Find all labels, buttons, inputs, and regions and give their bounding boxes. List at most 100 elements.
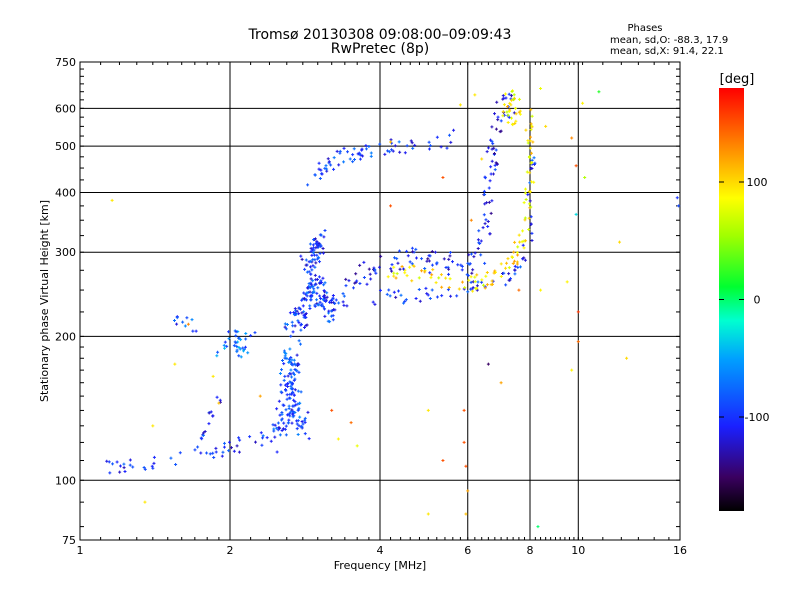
data-point — [405, 249, 409, 253]
data-point — [529, 108, 533, 112]
data-point — [314, 261, 318, 265]
data-point — [317, 275, 321, 279]
data-point — [309, 265, 313, 269]
data-point — [505, 261, 509, 265]
data-point — [507, 272, 511, 276]
data-point — [469, 280, 473, 284]
data-point — [484, 274, 488, 278]
data-point — [355, 279, 359, 283]
data-point — [491, 172, 495, 176]
data-point — [431, 268, 435, 272]
data-point — [289, 372, 293, 376]
data-point — [510, 98, 514, 102]
data-point — [235, 350, 239, 354]
data-points — [105, 87, 681, 529]
data-point — [222, 343, 226, 347]
data-point — [299, 328, 303, 332]
data-point — [346, 150, 350, 154]
data-point — [488, 179, 492, 183]
data-point — [221, 450, 225, 454]
data-point — [528, 146, 532, 150]
data-point — [295, 427, 299, 431]
data-point — [440, 285, 444, 289]
data-point — [473, 93, 477, 97]
phase-stats-x: mean, sd,X: 91.4, 22.1 — [610, 46, 724, 57]
phase-stats-heading: Phases — [627, 23, 662, 34]
data-point — [505, 105, 509, 109]
data-point — [107, 460, 111, 464]
data-point — [282, 421, 286, 425]
data-point — [152, 455, 156, 459]
data-point — [320, 302, 324, 306]
data-point — [442, 257, 446, 261]
data-point — [528, 171, 532, 175]
data-point — [510, 116, 514, 120]
data-point — [521, 257, 525, 261]
data-point — [391, 149, 395, 153]
data-point — [294, 363, 298, 367]
data-point — [305, 270, 309, 274]
data-point — [393, 256, 397, 260]
data-point — [318, 233, 322, 237]
data-point — [355, 444, 359, 448]
data-point — [128, 463, 132, 467]
data-point — [529, 161, 533, 165]
data-point — [386, 275, 390, 279]
data-point — [483, 192, 487, 196]
data-point — [151, 466, 155, 470]
minor-ticks — [80, 62, 680, 540]
data-point — [290, 320, 294, 324]
data-point — [305, 294, 309, 298]
data-point — [326, 319, 330, 323]
data-point — [284, 408, 288, 412]
data-point — [530, 231, 534, 235]
data-point — [377, 265, 381, 269]
data-point — [530, 166, 534, 170]
data-point — [411, 263, 415, 267]
data-point — [395, 272, 399, 276]
data-point — [403, 299, 407, 303]
data-point — [477, 229, 481, 233]
data-point — [485, 201, 489, 205]
data-point — [341, 292, 345, 296]
data-point — [448, 250, 452, 254]
data-point — [288, 392, 292, 396]
data-point — [522, 201, 526, 205]
data-point — [499, 119, 503, 123]
data-point — [152, 461, 156, 465]
data-point — [489, 138, 493, 142]
data-point — [499, 129, 503, 133]
x-tick-labels: 1 2 4 6 8 10 16 — [77, 544, 688, 557]
data-point — [466, 290, 470, 294]
data-point — [374, 271, 378, 275]
data-point — [501, 114, 505, 118]
data-point — [243, 345, 247, 349]
data-point — [323, 314, 327, 318]
data-point — [435, 295, 439, 299]
data-point — [297, 424, 301, 428]
data-point — [214, 450, 218, 454]
data-point — [283, 374, 287, 378]
data-point — [201, 433, 205, 437]
data-point — [527, 202, 531, 206]
data-point — [128, 458, 132, 462]
data-point — [305, 286, 309, 290]
data-point — [278, 433, 282, 437]
data-point — [527, 216, 531, 220]
data-point — [512, 98, 516, 102]
data-point — [491, 142, 495, 146]
data-point — [330, 408, 334, 412]
data-point — [295, 419, 299, 423]
y-tick-label: 600 — [55, 102, 76, 115]
data-point — [455, 294, 459, 298]
data-point — [277, 426, 281, 430]
data-point — [368, 272, 372, 276]
data-point — [311, 258, 315, 262]
data-point — [207, 411, 211, 415]
colorbar-label: [deg] — [720, 72, 755, 87]
data-point — [217, 401, 221, 405]
y-axis-label: Stationary phase Virtual Height [km] — [38, 200, 51, 402]
data-point — [447, 272, 451, 276]
data-point — [321, 247, 325, 251]
data-point — [462, 440, 466, 444]
